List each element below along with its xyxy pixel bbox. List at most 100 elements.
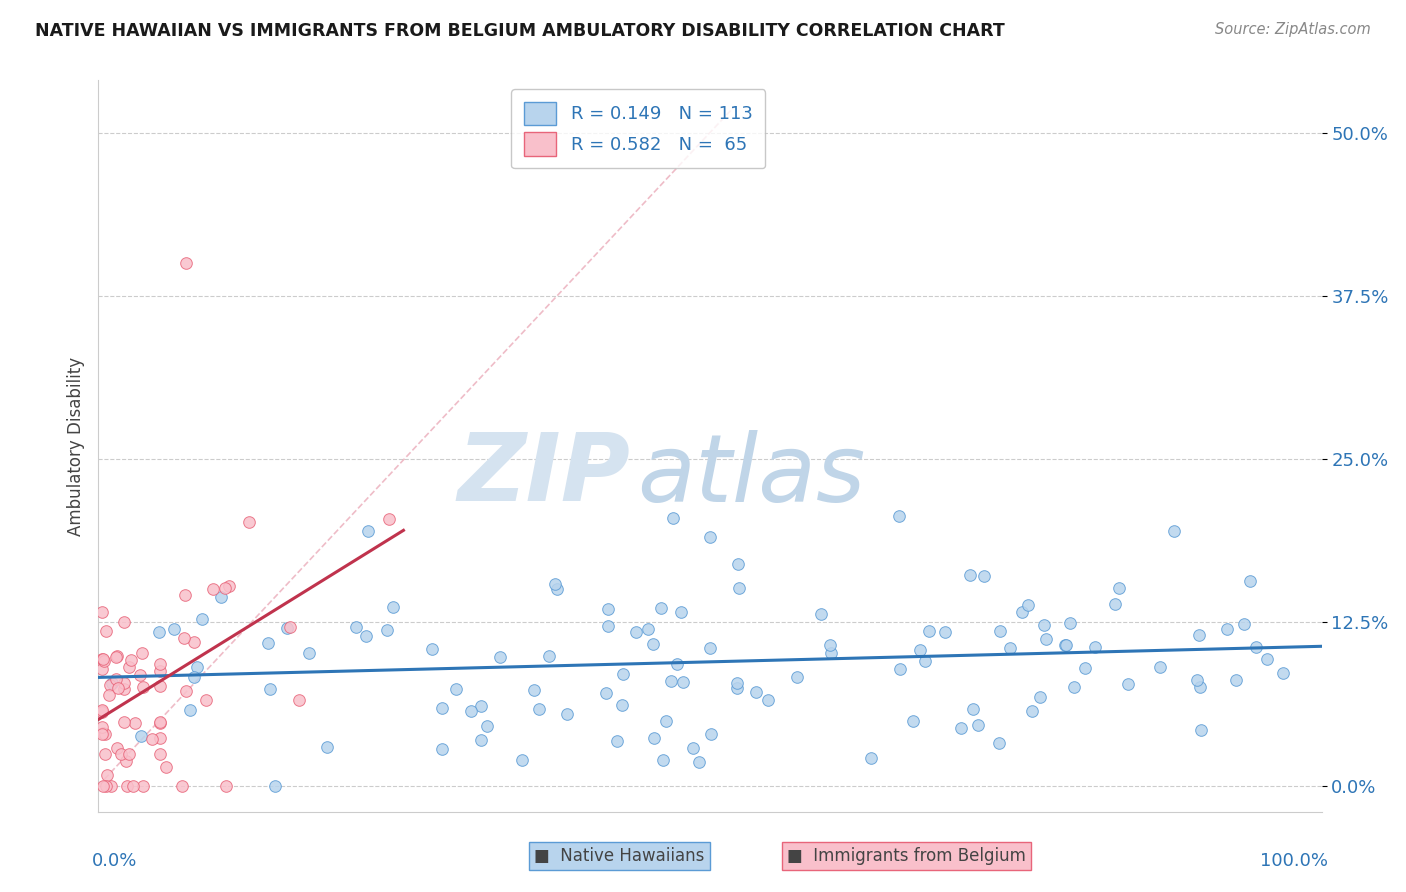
Point <box>356 524 378 538</box>
Point <box>91 726 114 740</box>
Point <box>914 654 936 668</box>
Point <box>104 673 127 687</box>
Point <box>202 582 225 597</box>
Point <box>682 741 704 756</box>
Point <box>91 605 114 619</box>
Point <box>96 624 118 638</box>
Point <box>1189 723 1212 737</box>
Point <box>612 667 634 681</box>
Point <box>665 657 688 671</box>
Point <box>1163 524 1185 538</box>
Point <box>1017 599 1039 613</box>
Point <box>98 678 121 692</box>
Point <box>1188 628 1211 642</box>
Point <box>699 640 721 655</box>
Point <box>105 740 128 755</box>
Point <box>596 602 619 616</box>
Point <box>959 567 981 582</box>
Point <box>96 779 118 793</box>
Point <box>973 569 995 583</box>
Point <box>209 590 232 604</box>
Point <box>287 693 309 707</box>
Point <box>91 720 114 734</box>
Point <box>543 577 565 591</box>
Point <box>727 557 749 571</box>
Point <box>256 636 278 650</box>
Text: ■  Immigrants from Belgium: ■ Immigrants from Belgium <box>787 847 1026 865</box>
Point <box>725 675 748 690</box>
Point <box>786 670 808 684</box>
Point <box>950 721 973 735</box>
Point <box>651 753 673 767</box>
Point <box>444 682 467 697</box>
Point <box>1216 622 1239 636</box>
Legend: R = 0.149   N = 113, R = 0.582   N =  65: R = 0.149 N = 113, R = 0.582 N = 65 <box>512 89 765 169</box>
Point <box>430 701 453 715</box>
Point <box>918 624 941 639</box>
Point <box>173 631 195 645</box>
Point <box>546 582 568 597</box>
Point <box>662 511 685 525</box>
Point <box>1189 680 1212 694</box>
Point <box>129 668 152 682</box>
Point <box>149 657 172 671</box>
Point <box>112 681 135 696</box>
Point <box>100 779 122 793</box>
Text: Source: ZipAtlas.com: Source: ZipAtlas.com <box>1215 22 1371 37</box>
Point <box>887 509 910 524</box>
Point <box>215 779 238 793</box>
Point <box>278 620 301 634</box>
Point <box>118 747 141 761</box>
Point <box>527 702 550 716</box>
Point <box>727 681 749 695</box>
Point <box>1063 680 1085 694</box>
Point <box>650 601 672 615</box>
Point <box>1084 640 1107 654</box>
Point <box>523 683 546 698</box>
Point <box>596 619 619 633</box>
Point <box>860 751 883 765</box>
Point <box>98 689 121 703</box>
Point <box>115 779 138 793</box>
Point <box>149 731 172 745</box>
Point <box>129 729 152 743</box>
Y-axis label: Ambulatory Disability: Ambulatory Disability <box>66 357 84 535</box>
Point <box>149 715 172 730</box>
Point <box>643 731 665 745</box>
Point <box>934 625 956 640</box>
Point <box>149 716 172 731</box>
Point <box>163 622 186 636</box>
Point <box>91 652 114 666</box>
Point <box>624 625 647 640</box>
Point <box>214 581 236 595</box>
Point <box>276 621 298 635</box>
Point <box>94 747 117 761</box>
Point <box>538 649 561 664</box>
Point <box>148 625 170 640</box>
Point <box>672 674 695 689</box>
Point <box>967 718 990 732</box>
Point <box>316 739 339 754</box>
Text: 100.0%: 100.0% <box>1260 852 1327 870</box>
Point <box>155 760 177 774</box>
Point <box>1272 665 1295 680</box>
Point <box>1256 652 1278 666</box>
Point <box>91 779 114 793</box>
Point <box>700 727 723 741</box>
Point <box>820 646 842 660</box>
Point <box>378 511 401 525</box>
Point <box>422 642 444 657</box>
Point <box>1239 574 1261 588</box>
Point <box>91 662 114 676</box>
Point <box>91 705 114 719</box>
Point <box>460 704 482 718</box>
Point <box>654 714 676 728</box>
Point <box>105 650 128 665</box>
Point <box>149 747 172 761</box>
Point <box>1074 661 1097 675</box>
Point <box>1035 632 1057 647</box>
Point <box>118 660 141 674</box>
Point <box>115 754 138 768</box>
Point <box>889 662 911 676</box>
Point <box>488 649 510 664</box>
